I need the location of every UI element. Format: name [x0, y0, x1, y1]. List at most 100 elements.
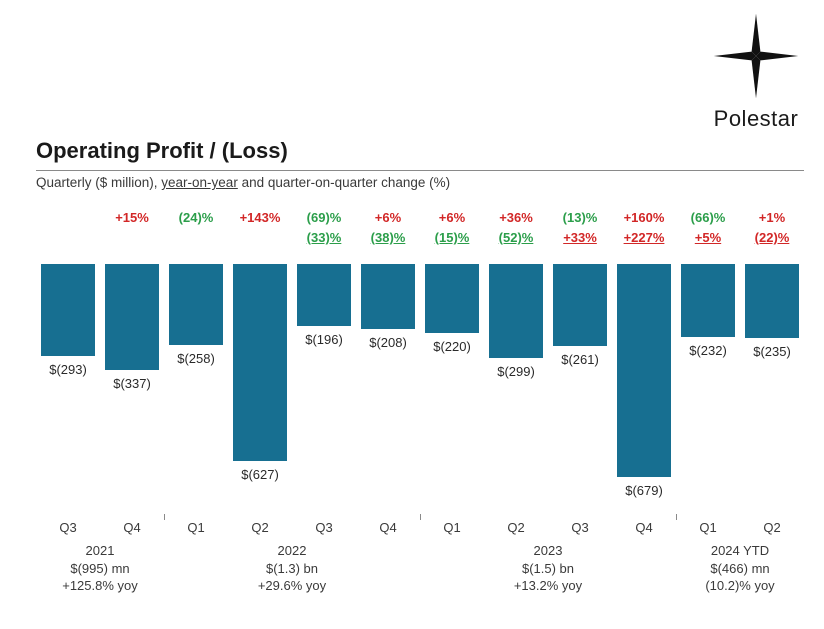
yoy-pct: +15% [100, 208, 164, 228]
year-group-label: 2021$(995) mn+125.8% yoy [36, 542, 164, 595]
year-label: 2024 YTD [676, 542, 804, 560]
bar-chart: +15%(24)%+143%(69)%+6%+6%+36%(13)%+160%(… [36, 208, 804, 604]
year-total: $(466) mn [676, 560, 804, 578]
bar-value-label: $(337) [113, 376, 151, 391]
bar-value-label: $(679) [625, 483, 663, 498]
bar [41, 264, 95, 356]
yoy-pct: +143% [228, 208, 292, 228]
quarter-label: Q2 [740, 520, 804, 535]
qoq-pct: +33% [548, 228, 612, 248]
brand-name: Polestar [712, 106, 800, 132]
year-yoy: +125.8% yoy [36, 577, 164, 595]
bar-value-label: $(235) [753, 344, 791, 359]
bar-cell: $(258) [164, 264, 228, 484]
bar-cell: $(293) [36, 264, 100, 484]
year-separator-tick [420, 514, 421, 520]
bar-cell: $(232) [676, 264, 740, 484]
subtitle-suffix: and quarter-on-quarter change (%) [238, 175, 450, 190]
bar [489, 264, 543, 358]
qoq-pct: (33)% [292, 228, 356, 248]
subtitle-underlined: year-on-year [161, 175, 238, 190]
title-rule [36, 170, 804, 171]
yoy-pct: +160% [612, 208, 676, 228]
bar [361, 264, 415, 329]
year-separator-tick [676, 514, 677, 520]
bar-value-label: $(258) [177, 351, 215, 366]
bar [617, 264, 671, 477]
quarter-label: Q1 [164, 520, 228, 535]
bar [233, 264, 287, 461]
quarter-label: Q1 [420, 520, 484, 535]
polestar-star-icon [712, 12, 800, 100]
bar [553, 264, 607, 346]
subtitle-prefix: Quarterly ($ million), [36, 175, 161, 190]
quarter-label: Q3 [36, 520, 100, 535]
quarter-label: Q1 [676, 520, 740, 535]
year-label: 2021 [36, 542, 164, 560]
bar [105, 264, 159, 370]
quarter-label: Q2 [484, 520, 548, 535]
chart-slide: Polestar Operating Profit / (Loss) Quart… [0, 0, 824, 629]
yoy-pct: (66)% [676, 208, 740, 228]
qoq-pct: (52)% [484, 228, 548, 248]
yoy-pct [36, 208, 100, 228]
qoq-pct: (38)% [356, 228, 420, 248]
qoq-pct [100, 228, 164, 248]
yoy-pct: (69)% [292, 208, 356, 228]
bar-cell: $(208) [356, 264, 420, 484]
bars-area: $(293) $(337) $(258) $(627) $(196) $(208) $(22… [36, 264, 804, 484]
qoq-pct: +227% [612, 228, 676, 248]
year-total: $(995) mn [36, 560, 164, 578]
bar-cell: $(220) [420, 264, 484, 484]
year-total: $(1.5) bn [420, 560, 676, 578]
qoq-pct [36, 228, 100, 248]
qoq-pct: (15)% [420, 228, 484, 248]
quarter-label: Q4 [100, 520, 164, 535]
quarter-labels-row: Q3Q4Q1Q2Q3Q4Q1Q2Q3Q4Q1Q2 [36, 520, 804, 535]
bar-value-label: $(293) [49, 362, 87, 377]
qoq-pct [164, 228, 228, 248]
qoq-pct [228, 228, 292, 248]
quarter-label: Q4 [356, 520, 420, 535]
bar-value-label: $(299) [497, 364, 535, 379]
quarter-label: Q3 [292, 520, 356, 535]
yoy-pct: +1% [740, 208, 804, 228]
bar-cell: $(196) [292, 264, 356, 484]
year-yoy: (10.2)% yoy [676, 577, 804, 595]
year-separator-tick [164, 514, 165, 520]
bar [745, 264, 799, 338]
bar-value-label: $(220) [433, 339, 471, 354]
bar [425, 264, 479, 333]
year-yoy: +13.2% yoy [420, 577, 676, 595]
year-group-label: 2023$(1.5) bn+13.2% yoy [420, 542, 676, 595]
bar-value-label: $(232) [689, 343, 727, 358]
bar-cell: $(299) [484, 264, 548, 484]
yoy-pct: +36% [484, 208, 548, 228]
bar-value-label: $(196) [305, 332, 343, 347]
bar [169, 264, 223, 345]
qoq-pct: +5% [676, 228, 740, 248]
yoy-pct: (13)% [548, 208, 612, 228]
x-axis: Q3Q4Q1Q2Q3Q4Q1Q2Q3Q4Q1Q2 2021$(995) mn+1… [36, 520, 804, 604]
qoq-row: (33)%(38)%(15)%(52)%+33%+227%+5%(22)% [36, 228, 804, 248]
year-label: 2022 [164, 542, 420, 560]
bar-value-label: $(627) [241, 467, 279, 482]
bar [681, 264, 735, 337]
quarter-label: Q2 [228, 520, 292, 535]
bar-cell: $(627) [228, 264, 292, 484]
year-group-label: 2024 YTD$(466) mn(10.2)% yoy [676, 542, 804, 595]
year-total: $(1.3) bn [164, 560, 420, 578]
bar-cell: $(261) [548, 264, 612, 484]
bar-cell: $(337) [100, 264, 164, 484]
chart-subtitle: Quarterly ($ million), year-on-year and … [36, 175, 804, 190]
brand-logo: Polestar [712, 12, 800, 132]
year-group-label: 2022$(1.3) bn+29.6% yoy [164, 542, 420, 595]
bar-cell: $(235) [740, 264, 804, 484]
yoy-pct: (24)% [164, 208, 228, 228]
quarter-label: Q3 [548, 520, 612, 535]
year-yoy: +29.6% yoy [164, 577, 420, 595]
quarter-label: Q4 [612, 520, 676, 535]
yoy-row: +15%(24)%+143%(69)%+6%+6%+36%(13)%+160%(… [36, 208, 804, 228]
qoq-pct: (22)% [740, 228, 804, 248]
bar-cell: $(679) [612, 264, 676, 484]
